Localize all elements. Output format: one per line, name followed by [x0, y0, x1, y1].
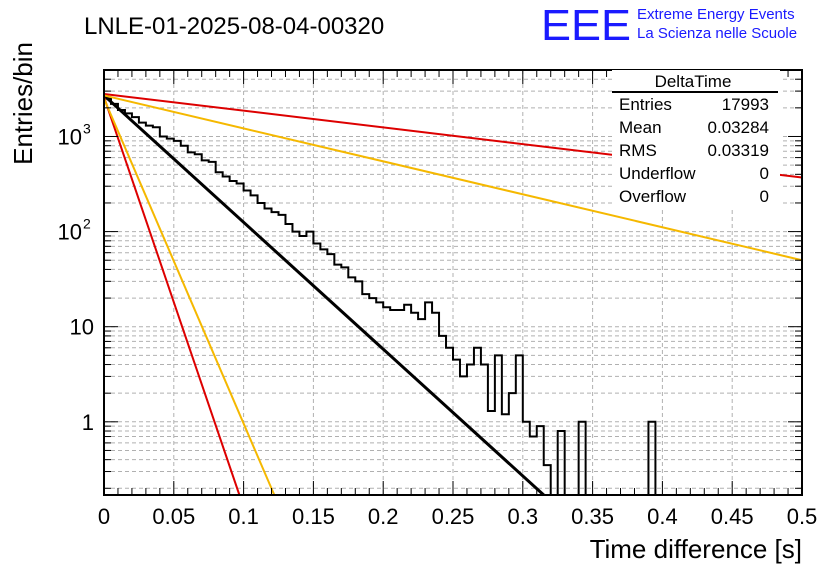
fit-curve	[103, 96, 241, 496]
stats-overflow-label: Overflow	[619, 187, 687, 206]
stats-name: DeltaTime	[655, 72, 732, 91]
logo-mark: EEE	[541, 1, 631, 50]
y-axis-label: Entries/bin	[8, 42, 38, 165]
y-tick-label: 10	[58, 220, 82, 245]
x-tick-label: 0.15	[292, 504, 335, 529]
eee-logo: EEE Extreme Energy Events La Scienza nel…	[541, 1, 797, 50]
y-tick-exponent: 3	[83, 120, 91, 136]
stats-entries-value: 17993	[722, 95, 769, 114]
x-tick-label: 0.1	[228, 504, 259, 529]
stats-box: DeltaTime Entries 17993 Mean 0.03284 RMS…	[612, 70, 780, 210]
y-tick-label: 10	[70, 315, 94, 340]
x-tick-label: 0.3	[508, 504, 539, 529]
x-tick-label: 0.35	[571, 504, 614, 529]
fit-curve	[102, 94, 545, 497]
axes: 0 0.05 0.1 0.15 0.2 0.25 0.3 0.35 0.4 0.45 0.5 1 10 1…	[58, 69, 818, 529]
x-axis-label: Time difference [s]	[590, 534, 802, 564]
fit-curve	[103, 98, 276, 496]
fit-curve	[103, 94, 803, 262]
x-tick-label: 0.5	[787, 504, 818, 529]
y-tick-label: 10	[58, 124, 82, 149]
stats-rms-label: RMS	[619, 141, 657, 160]
stats-mean-value: 0.03284	[708, 118, 769, 137]
stats-rms-value: 0.03319	[708, 141, 769, 160]
stats-entries-label: Entries	[619, 95, 672, 114]
x-tick-label: 0.2	[368, 504, 399, 529]
histogram-sparse-bin	[577, 420, 587, 495]
logo-line1: Extreme Energy Events	[637, 6, 795, 23]
stats-mean-label: Mean	[619, 118, 662, 137]
stats-overflow-value: 0	[760, 187, 769, 206]
chart-title: LNLE-01-2025-08-04-00320	[84, 13, 384, 40]
x-tick-label: 0.45	[711, 504, 754, 529]
stats-underflow-value: 0	[760, 164, 769, 183]
x-tick-label: 0.05	[152, 504, 195, 529]
y-tick-label: 1	[82, 410, 94, 435]
y-tick-exponent: 2	[83, 216, 91, 232]
stats-underflow-label: Underflow	[619, 164, 696, 183]
histogram-sparse-bin	[647, 420, 657, 495]
logo-line2: La Scienza nelle Scuole	[637, 25, 797, 42]
x-tick-label: 0.4	[647, 504, 678, 529]
x-tick-label: 0	[98, 504, 110, 529]
x-tick-label: 0.25	[432, 504, 475, 529]
